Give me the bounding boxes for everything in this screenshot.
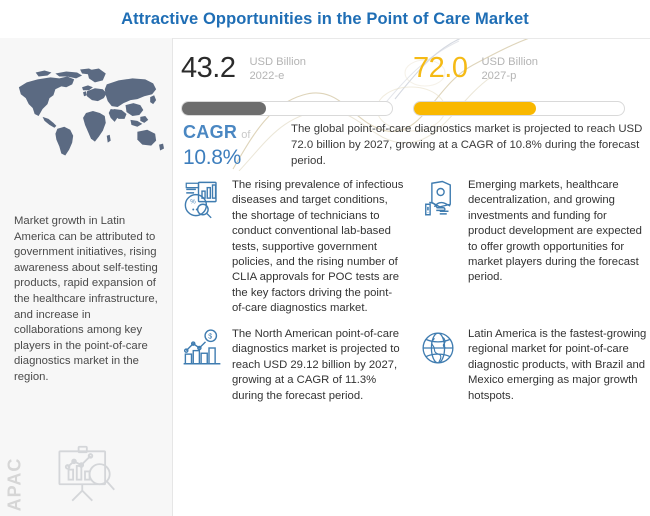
progress-bar-fill-2022 (182, 102, 266, 115)
page-title: Attractive Opportunities in the Point of… (121, 9, 529, 28)
svg-text:%: % (190, 198, 196, 205)
insight-card-drivers: % The rising prevalence of infectious di… (181, 178, 405, 317)
hero-stats-panel: 43.2 USD Billion 2022-e 72.0 USD Billion… (173, 39, 650, 171)
stat-year-2022: 2022-e (249, 69, 285, 82)
apac-label: APAC (4, 457, 25, 512)
stat-2022: 43.2 USD Billion 2022-e (181, 51, 403, 116)
left-column-divider (172, 38, 173, 516)
hero-description: The global point-of-care diagnostics mar… (291, 123, 643, 167)
cagr-label: CAGR (183, 122, 238, 142)
world-map-icon (8, 52, 166, 170)
hand-holding-money-icon (417, 178, 459, 220)
progress-bar-fill-2027 (414, 102, 536, 115)
stat-caption-2027: USD Billion 2027-p (481, 56, 538, 83)
insight-card-opportunities: Emerging markets, healthcare decentraliz… (417, 178, 647, 286)
bar-chart-growth-dollar-icon: $ (181, 327, 223, 369)
stat-value-2027: 72.0 (413, 52, 468, 84)
stat-value-2022: 43.2 (181, 52, 236, 84)
header: Attractive Opportunities in the Point of… (0, 0, 650, 38)
insight-card-latin-america: Latin America is the fastest-growing reg… (417, 327, 647, 404)
svg-text:$: $ (208, 333, 212, 340)
stat-year-2027: 2027-p (481, 69, 517, 82)
progress-bar-2022 (181, 101, 393, 116)
header-divider (172, 38, 650, 39)
cagr-of-label: of (241, 129, 251, 141)
stat-unit-2022: USD Billion (249, 56, 307, 68)
insight-card-north-america: $ The North American point-of-care diagn… (181, 327, 405, 404)
stat-2027: 72.0 USD Billion 2027-p (413, 51, 635, 116)
apac-watermark: APAC (0, 438, 172, 516)
left-panel: Market growth in Latin America can be at… (0, 38, 172, 516)
insight-text-drivers: The rising prevalence of infectious dise… (232, 179, 404, 315)
progress-bar-2027 (413, 101, 625, 116)
insight-text-latin-america: Latin America is the fastest-growing reg… (468, 328, 647, 402)
insight-text-opportunities: Emerging markets, healthcare decentraliz… (468, 179, 642, 284)
cagr-block: CAGR of 10.8% (183, 121, 293, 170)
cagr-value: 10.8% (183, 146, 242, 169)
stat-caption-2022: USD Billion 2022-e (249, 56, 306, 83)
presentation-chart-magnifier-icon (48, 444, 122, 508)
globe-icon (417, 327, 459, 369)
insights-grid: % The rising prevalence of infectious di… (173, 172, 650, 516)
document-bar-chart-analysis-icon: % (181, 178, 223, 220)
insight-text-north-america: The North American point-of-care diagnos… (232, 328, 400, 402)
cagr-label-row: CAGR of (183, 121, 293, 146)
stat-unit-2027: USD Billion (481, 56, 539, 68)
region-description: Market growth in Latin America can be at… (14, 215, 158, 383)
